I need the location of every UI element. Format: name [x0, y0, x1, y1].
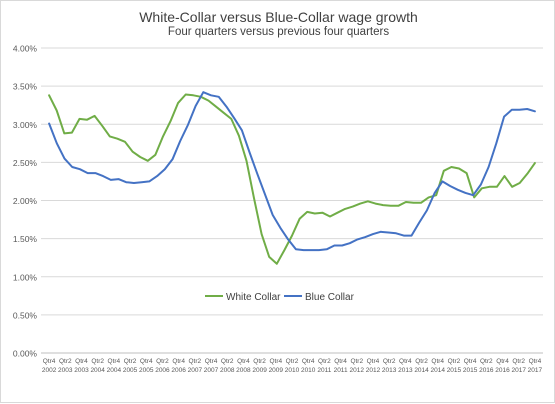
- x-tick-label: Qtr2: [59, 358, 72, 365]
- x-tick-label: Qtr4: [399, 358, 412, 365]
- x-tick-label: 2017: [528, 367, 543, 374]
- x-tick-label: Qtr4: [529, 358, 542, 365]
- y-tick-label: 0.00%: [13, 349, 38, 359]
- y-tick-label: 2.00%: [13, 196, 38, 206]
- y-tick-label: 0.50%: [13, 310, 38, 320]
- x-tick-label: Qtr4: [205, 358, 218, 365]
- x-tick-label: 2004: [90, 367, 105, 374]
- x-tick-label: 2008: [220, 367, 235, 374]
- x-tick-label: Qtr4: [269, 358, 282, 365]
- x-tick-label: Qtr2: [350, 358, 363, 365]
- legend-label-blue-collar: Blue Collar: [305, 292, 355, 303]
- x-tick-label: 2005: [123, 367, 138, 374]
- x-tick-label: 2009: [269, 367, 284, 374]
- x-tick-label: 2011: [334, 367, 348, 374]
- x-tick-label: Qtr2: [286, 358, 299, 365]
- x-tick-label: 2003: [74, 367, 89, 374]
- x-tick-label: Qtr4: [464, 358, 477, 365]
- x-tick-label: Qtr4: [496, 358, 509, 365]
- x-tick-label: 2010: [301, 367, 316, 374]
- x-tick-label: 2010: [285, 367, 300, 374]
- chart-subtitle: Four quarters versus previous four quart…: [167, 26, 390, 38]
- x-tick-label: Qtr4: [140, 358, 153, 365]
- x-tick-label: 2014: [414, 367, 429, 374]
- y-tick-label: 1.50%: [13, 234, 38, 244]
- y-tick-label: 3.50%: [13, 82, 38, 92]
- x-tick-label: Qtr2: [383, 358, 396, 365]
- x-tick-label: Qtr4: [334, 358, 347, 365]
- x-tick-label: 2012: [350, 367, 365, 374]
- x-tick-label: Qtr4: [431, 358, 444, 365]
- x-tick-label: Qtr2: [91, 358, 104, 365]
- x-tick-label: 2011: [317, 367, 331, 374]
- x-tick-label: 2008: [236, 367, 251, 374]
- legend-label-white-collar: White Collar: [226, 292, 281, 303]
- x-tick-label: 2005: [139, 367, 154, 374]
- chart-title: White-Collar versus Blue-Collar wage gro…: [139, 9, 418, 25]
- x-tick-label: Qtr4: [75, 358, 88, 365]
- x-tick-label: Qtr2: [253, 358, 266, 365]
- x-tick-label: Qtr2: [415, 358, 428, 365]
- x-tick-label: 2006: [171, 367, 186, 374]
- x-tick-label: 2009: [252, 367, 267, 374]
- y-tick-label: 4.00%: [13, 44, 38, 54]
- x-tick-label: Qtr2: [318, 358, 331, 365]
- x-tick-label: Qtr2: [221, 358, 234, 365]
- x-tick-label: 2007: [188, 367, 203, 374]
- x-tick-label: 2014: [431, 367, 446, 374]
- x-tick-label: 2013: [398, 367, 413, 374]
- x-tick-label: 2017: [511, 367, 526, 374]
- x-tick-label: 2016: [479, 367, 494, 374]
- x-tick-label: Qtr2: [156, 358, 169, 365]
- x-tick-label: 2006: [155, 367, 170, 374]
- x-tick-label: Qtr4: [108, 358, 121, 365]
- x-tick-label: 2016: [495, 367, 510, 374]
- series-line-white-collar: [48, 93, 536, 265]
- x-tick-label: Qtr4: [237, 358, 250, 365]
- x-tick-label: 2012: [366, 367, 381, 374]
- x-tick-label: Qtr4: [43, 358, 56, 365]
- x-tick-label: Qtr2: [448, 358, 461, 365]
- x-tick-label: 2007: [204, 367, 219, 374]
- x-tick-label: 2003: [58, 367, 73, 374]
- x-tick-label: 2013: [382, 367, 397, 374]
- x-tick-label: Qtr2: [124, 358, 137, 365]
- y-tick-label: 2.50%: [13, 158, 38, 168]
- series-line-blue-collar: [48, 91, 536, 252]
- x-tick-label: Qtr4: [172, 358, 185, 365]
- x-tick-label: 2002: [42, 367, 57, 374]
- x-tick-label: Qtr2: [480, 358, 493, 365]
- x-tick-label: Qtr4: [367, 358, 380, 365]
- x-tick-label: Qtr2: [189, 358, 202, 365]
- y-tick-label: 1.00%: [13, 272, 38, 282]
- x-tick-label: 2015: [447, 367, 462, 374]
- x-tick-label: 2004: [107, 367, 122, 374]
- x-tick-label: Qtr4: [302, 358, 315, 365]
- x-tick-label: 2015: [463, 367, 478, 374]
- x-tick-label: Qtr2: [512, 358, 525, 365]
- y-tick-label: 3.00%: [13, 120, 38, 130]
